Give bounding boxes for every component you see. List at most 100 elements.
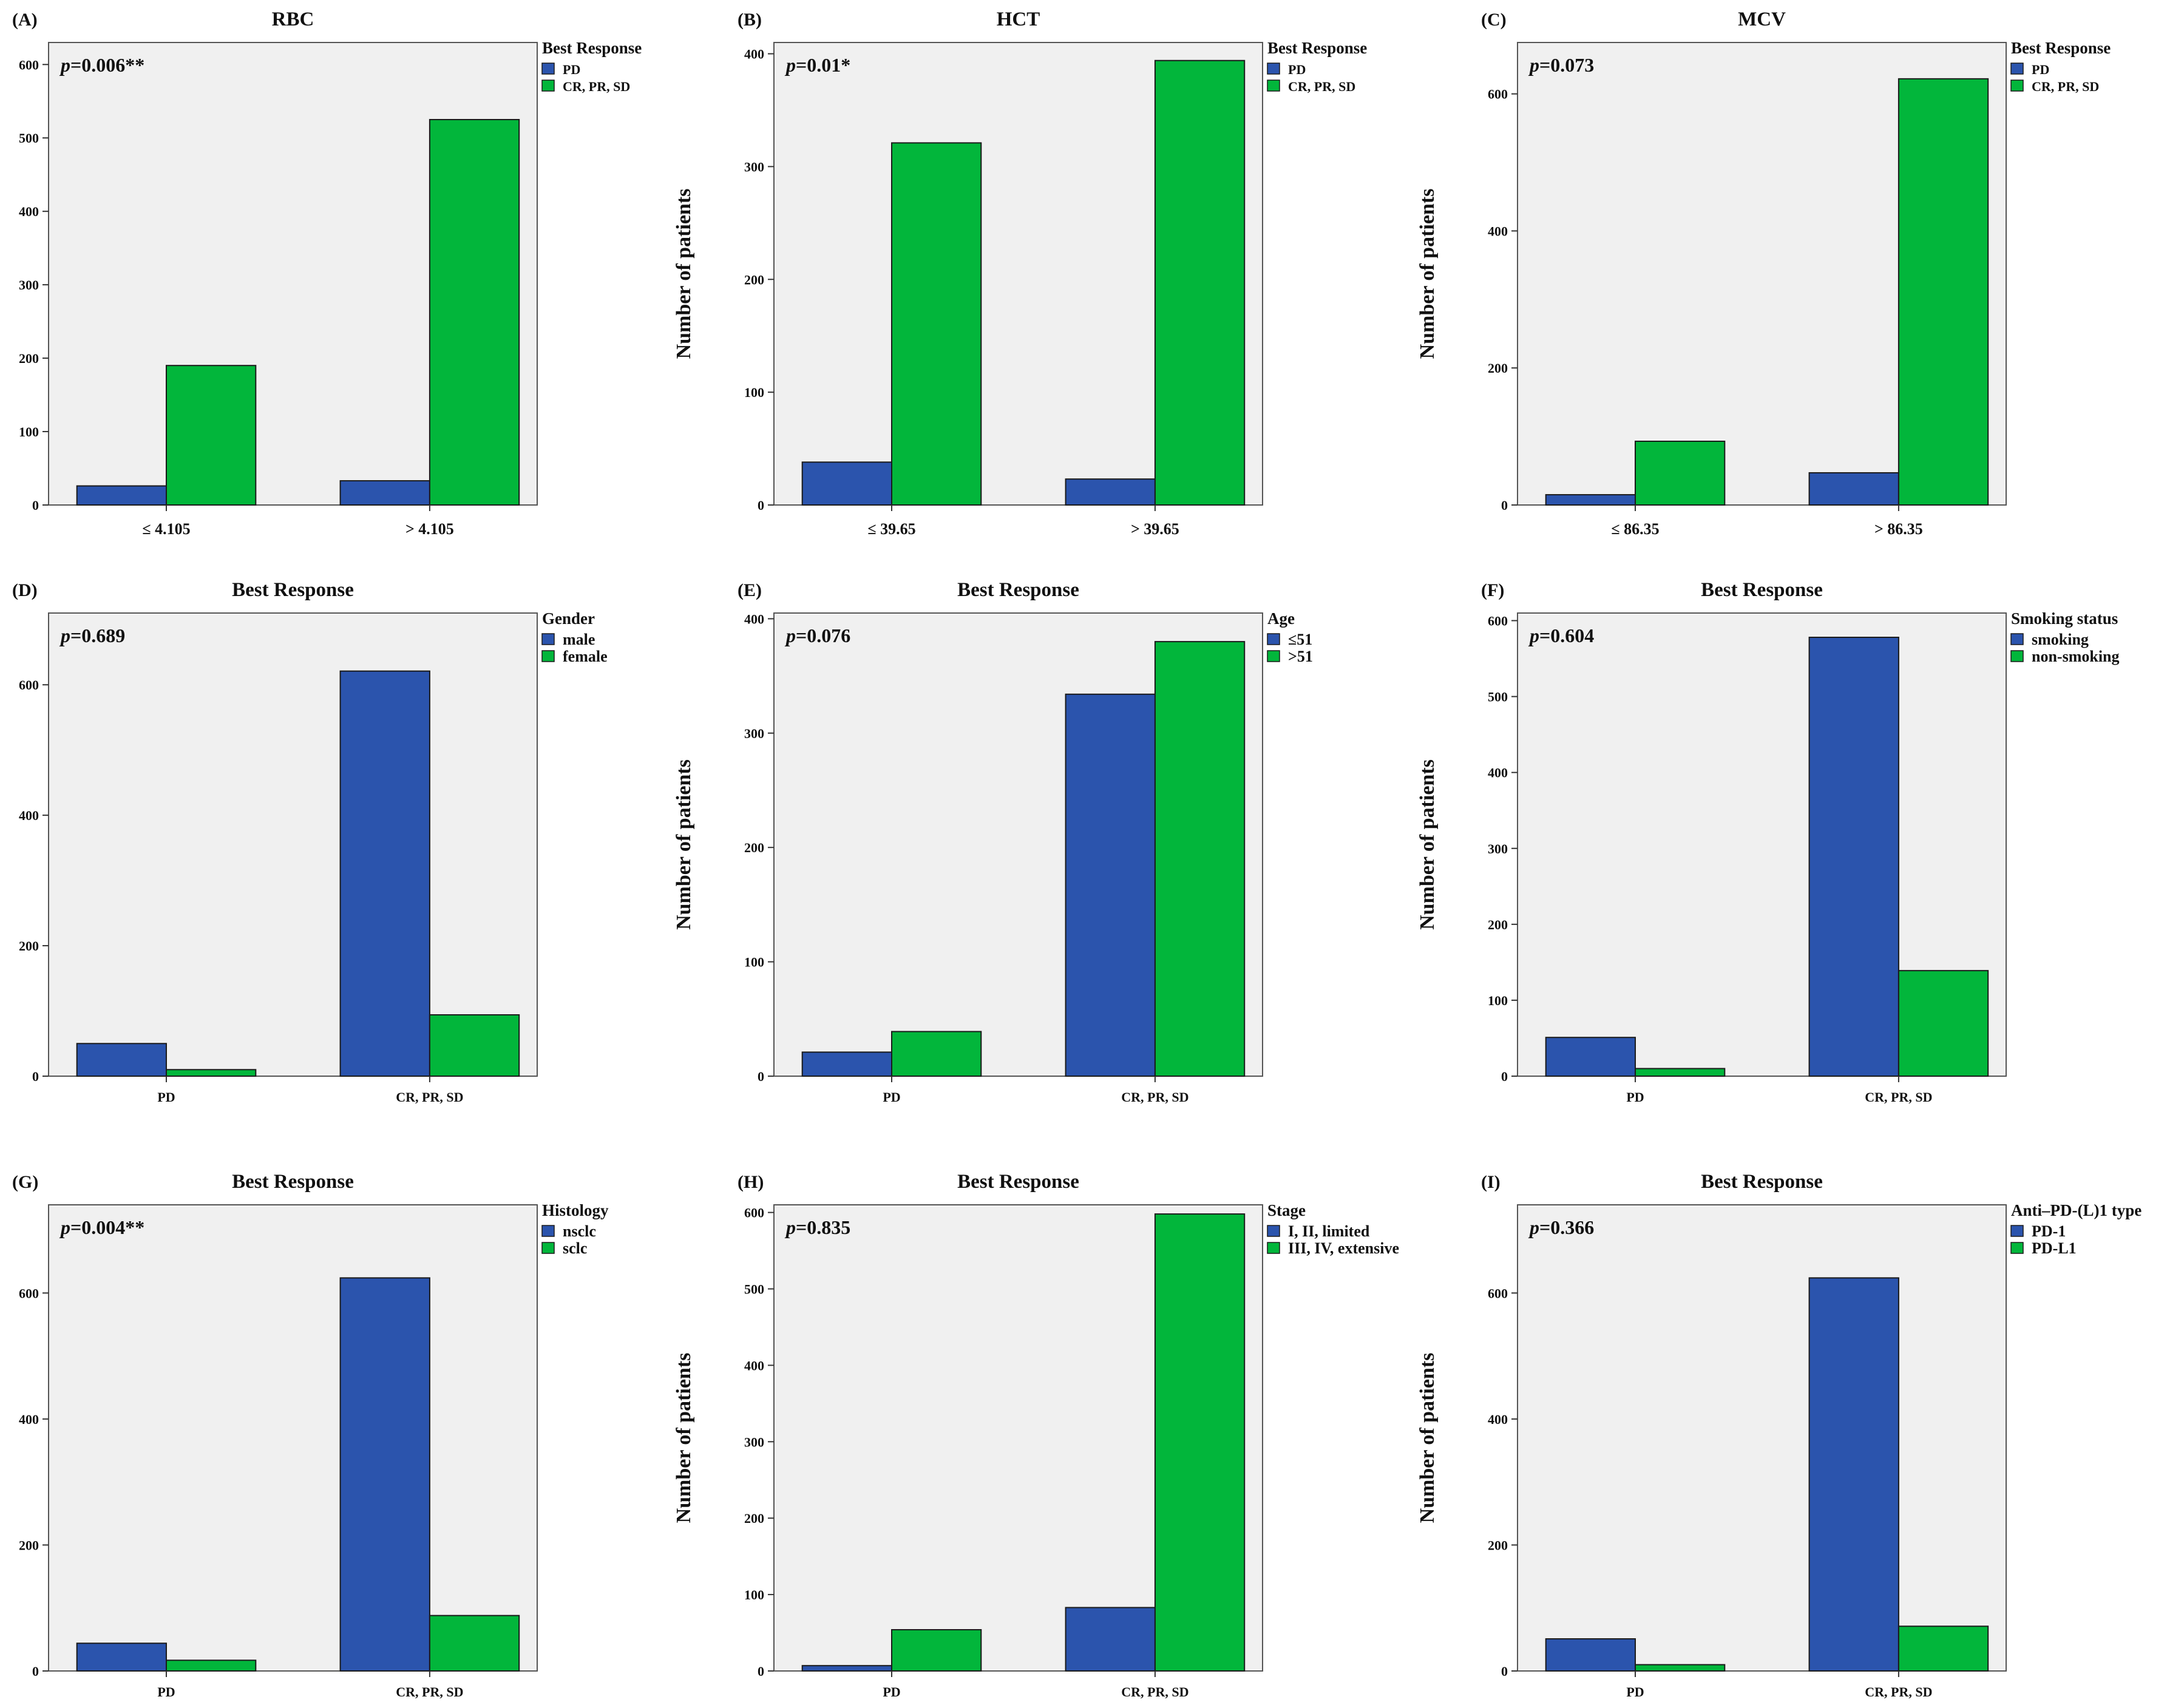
- legend-swatch-series1: [541, 63, 555, 75]
- bar-series2-0: [891, 1629, 982, 1672]
- y-axis-label: Number of patients: [673, 189, 695, 359]
- y-tick-label: 0: [758, 1664, 764, 1679]
- bar-series1-1: [1808, 472, 1899, 506]
- legend-item-label: III, IV, extensive: [1288, 1239, 1399, 1257]
- y-tick-label: 500: [1488, 690, 1508, 705]
- chart-panel-b: (B) HCT 0 100 200 300 400 Number of patients ≤ 3…: [673, 8, 1367, 538]
- p-value-text: =0.006**: [70, 54, 144, 76]
- bar-series2-1: [429, 1014, 520, 1077]
- y-tick-label: 0: [32, 1069, 39, 1084]
- chart-title: MCV: [1738, 8, 1786, 30]
- y-tick-label: 100: [19, 424, 39, 439]
- legend-swatch-series2: [1267, 1242, 1280, 1254]
- p-value-symbol: p: [784, 625, 796, 646]
- bar-series2-1: [1897, 1625, 1989, 1672]
- p-value-symbol: p: [59, 1216, 70, 1238]
- legend-item-label: nsclc: [563, 1222, 596, 1240]
- panel-label: (G): [12, 1172, 38, 1192]
- bar-series1-0: [801, 461, 893, 506]
- legend-item-label: female: [563, 648, 608, 665]
- y-tick-label: 400: [1488, 223, 1508, 239]
- chart-title: Best Response: [1701, 1171, 1823, 1193]
- y-tick-label: 100: [1488, 993, 1508, 1008]
- legend-title: Smoking status: [2011, 609, 2118, 628]
- bar-series2-0: [891, 142, 982, 506]
- bar-series2-1: [1897, 78, 1989, 506]
- x-tick-label: ≤ 39.65: [867, 520, 915, 538]
- chart-title: RBC: [272, 8, 314, 30]
- y-tick-label: 100: [744, 385, 764, 400]
- bar-series1-0: [1545, 494, 1636, 506]
- p-value-symbol: p: [1528, 1216, 1539, 1238]
- y-tick-label: 400: [744, 1358, 764, 1373]
- y-tick-label: 200: [744, 1511, 764, 1526]
- x-tick-label: PD: [1626, 1090, 1644, 1105]
- x-tick-label: > 4.105: [405, 520, 454, 538]
- legend-title: Histology: [542, 1201, 609, 1219]
- bar-series1-1: [339, 1277, 430, 1672]
- p-value: p=0.004**: [59, 1216, 144, 1238]
- bar-series1-0: [76, 1043, 168, 1077]
- bar-series1-0: [76, 1642, 168, 1672]
- legend-swatch-series1: [541, 1225, 555, 1237]
- x-tick-label: > 86.35: [1874, 520, 1923, 538]
- legend-swatch-series2: [2010, 80, 2024, 92]
- chart-panel-i: (I) Best Response 0 200 400 600 Number of pati…: [1416, 1171, 2142, 1700]
- y-tick-label: 600: [744, 1205, 764, 1221]
- bar-series2-1: [1154, 1213, 1246, 1672]
- legend-swatch-series1: [1267, 63, 1280, 75]
- x-tick-label: ≤ 4.105: [142, 520, 190, 538]
- legend-swatch-series1: [1267, 1225, 1280, 1237]
- legend-swatch-series2: [1267, 80, 1280, 92]
- y-tick-label: 600: [1488, 87, 1508, 102]
- chart-panel-a: (A)RBC0100200300400500600Number of patie…: [12, 8, 642, 538]
- panel-label: (H): [738, 1172, 764, 1192]
- bar-series1-1: [1065, 1607, 1156, 1672]
- x-tick-label: CR, PR, SD: [1865, 1684, 1932, 1700]
- legend-item-label: CR, PR, SD: [563, 79, 630, 94]
- legend-item-label: PD-1: [2032, 1222, 2066, 1240]
- legend-swatch-series2: [541, 1242, 555, 1254]
- p-value-text: =0.604: [1539, 625, 1594, 646]
- legend-swatch-series1: [541, 633, 555, 645]
- bar-series1-1: [1065, 693, 1156, 1077]
- p-value: p=0.835: [784, 1216, 850, 1238]
- chart-title: HCT: [997, 8, 1040, 30]
- plot-area: [1517, 1204, 2007, 1672]
- bar-series2-0: [166, 365, 257, 506]
- y-axis-label: Number of patients: [1416, 189, 1439, 359]
- p-value-symbol: p: [784, 54, 796, 76]
- bar-series1-0: [1545, 1638, 1636, 1672]
- legend-swatch-series2: [541, 80, 555, 92]
- y-tick-label: 0: [32, 1664, 39, 1679]
- chart-title: Best Response: [957, 579, 1079, 601]
- legend-title: Best Response: [542, 39, 642, 57]
- bar-series1-1: [1808, 637, 1899, 1077]
- y-tick-label: 600: [19, 57, 39, 72]
- y-tick-label: 600: [1488, 1286, 1508, 1301]
- bar-series2-0: [1635, 1664, 1726, 1672]
- y-tick-label: 600: [19, 1286, 39, 1301]
- bar-series1-0: [801, 1665, 893, 1672]
- y-axis-label: Number of patients: [673, 1353, 695, 1523]
- y-tick-label: 0: [758, 498, 764, 513]
- y-tick-label: 600: [1488, 614, 1508, 629]
- p-value-text: =0.366: [1539, 1216, 1594, 1238]
- x-tick-label: PD: [157, 1090, 175, 1105]
- y-tick-label: 200: [19, 938, 39, 954]
- legend-item-label: PD: [2032, 62, 2049, 77]
- y-tick-label: 300: [19, 277, 39, 293]
- p-value: p=0.604: [1528, 625, 1594, 646]
- legend-item-label: CR, PR, SD: [2032, 79, 2099, 94]
- bar-series1-1: [1808, 1277, 1899, 1672]
- bar-series1-1: [339, 480, 430, 506]
- x-tick-label: CR, PR, SD: [1865, 1090, 1932, 1105]
- chart-title: Best Response: [232, 579, 354, 601]
- x-tick-label: CR, PR, SD: [1121, 1684, 1189, 1700]
- x-tick-label: CR, PR, SD: [1121, 1090, 1189, 1105]
- legend-swatch-series2: [541, 650, 555, 662]
- panel-label: (D): [12, 580, 38, 600]
- y-tick-label: 200: [19, 1537, 39, 1553]
- chart-title: Best Response: [232, 1171, 354, 1193]
- legend-item-label: PD-L1: [2032, 1239, 2077, 1257]
